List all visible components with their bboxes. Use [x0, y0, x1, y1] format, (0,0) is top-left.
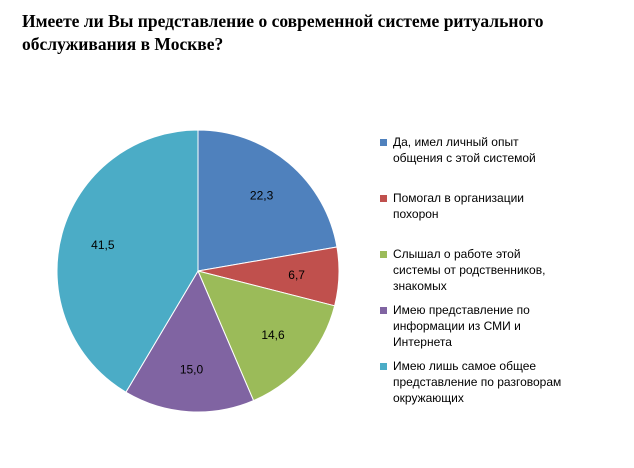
- legend-swatch-5: [380, 363, 387, 370]
- legend-label-3: Слышал о работе этой системы от родствен…: [393, 247, 546, 293]
- legend-swatch-1: [380, 139, 387, 146]
- legend-swatch-3: [380, 251, 387, 258]
- legend-label-4: Имею представление по информации из СМИ …: [393, 303, 530, 349]
- legend-item-5: Имею лишь самое общее представление по р…: [380, 358, 563, 406]
- legend-label-5: Имею лишь самое общее представление по р…: [393, 359, 562, 405]
- pie-slice-5: [56, 129, 199, 393]
- data-label-5: 41,5: [91, 238, 115, 252]
- legend-item-1: Да, имел личный опыт общения с этой сист…: [380, 134, 563, 166]
- pie-slice-1: [197, 129, 338, 272]
- data-label-4: 15,0: [180, 362, 204, 376]
- legend-item-2: Помогал в организации похорон: [380, 190, 563, 222]
- legend-label-1: Да, имел личный опыт общения с этой сист…: [393, 135, 536, 165]
- legend-label-2: Помогал в организации похорон: [393, 191, 524, 221]
- legend-item-3: Слышал о работе этой системы от родствен…: [380, 246, 563, 294]
- chart-title: Имеете ли Вы представление о современной…: [22, 11, 544, 54]
- legend-item-4: Имею представление по информации из СМИ …: [380, 302, 563, 350]
- pie-slice-4: [125, 269, 255, 413]
- legend-swatch-4: [380, 307, 387, 314]
- data-label-2: 6,7: [288, 268, 305, 282]
- data-label-1: 22,3: [250, 189, 274, 203]
- legend-swatch-2: [380, 195, 387, 202]
- pie-slice-3: [197, 270, 336, 402]
- data-label-3: 14,6: [261, 328, 285, 342]
